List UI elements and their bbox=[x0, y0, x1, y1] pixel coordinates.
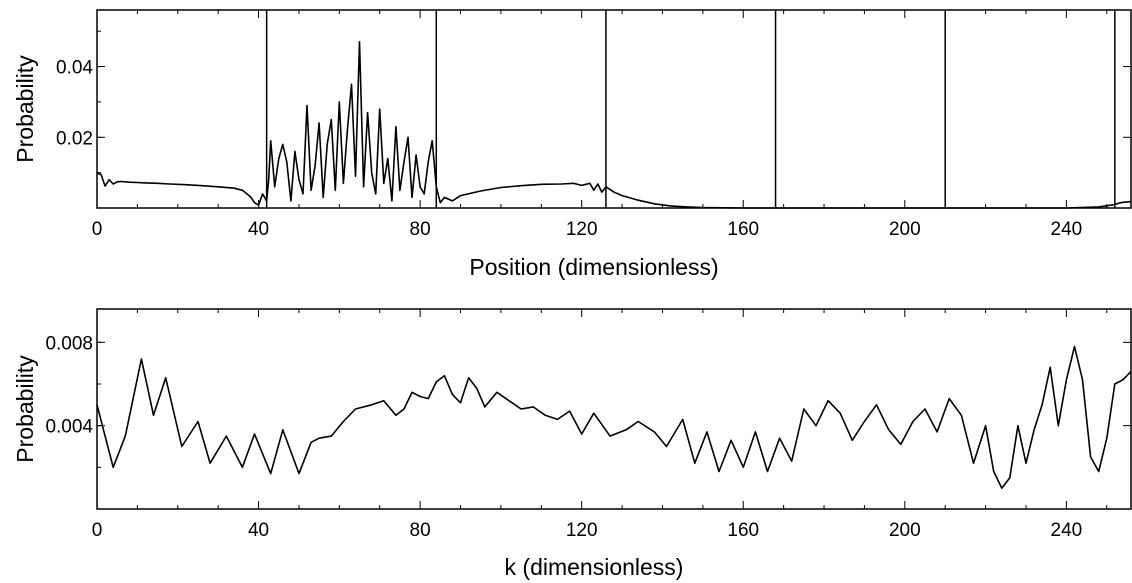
x-tick-label: 80 bbox=[410, 520, 431, 541]
x-tick-label: 0 bbox=[92, 520, 103, 541]
x-tick-label: 160 bbox=[727, 520, 759, 541]
x-axis-label: Position (dimensionless) bbox=[469, 254, 718, 280]
x-tick-label: 240 bbox=[1051, 520, 1083, 541]
x-tick-label: 120 bbox=[566, 219, 598, 240]
y-tick-label: 0.008 bbox=[45, 333, 93, 354]
series-line bbox=[96, 40, 1132, 209]
x-tick-label: 200 bbox=[889, 219, 921, 240]
x-tick-label: 120 bbox=[566, 520, 598, 541]
x-tick-label: 160 bbox=[727, 219, 759, 240]
x-tick-label: 200 bbox=[889, 520, 921, 541]
series-line bbox=[96, 345, 1132, 490]
x-axis-label: k (dimensionless) bbox=[505, 554, 684, 580]
plot-frame bbox=[96, 9, 1132, 209]
momentum-plot: 0 40 80 120 160 200 240 0.004 0.008 k (dimensionl… bbox=[12, 308, 1132, 580]
x-tick-label: 240 bbox=[1051, 219, 1083, 240]
plot-frame bbox=[96, 308, 1132, 510]
y-tick-label: 0.04 bbox=[56, 58, 93, 79]
x-tick-label: 80 bbox=[410, 219, 431, 240]
y-tick-label: 0.004 bbox=[45, 417, 93, 438]
x-tick-label: 40 bbox=[248, 219, 269, 240]
y-tick-label: 0.02 bbox=[56, 128, 93, 149]
x-tick-label: 40 bbox=[248, 520, 269, 541]
x-tick-label: 0 bbox=[92, 219, 103, 240]
y-axis-label: Probability bbox=[12, 55, 38, 163]
y-axis-label: Probability bbox=[12, 355, 38, 463]
position-plot: 0 40 80 120 160 200 240 0.02 0.04 Position (dimen… bbox=[12, 9, 1132, 280]
